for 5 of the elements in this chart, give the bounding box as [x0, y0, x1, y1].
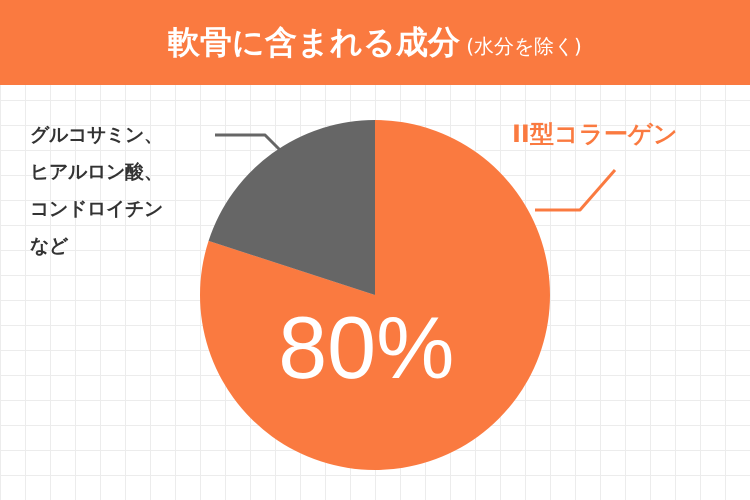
slice-label: II型コラーゲン [512, 119, 678, 150]
slice-label: グルコサミン、ヒアルロン酸、コンドロイチンなど [30, 123, 164, 259]
data-label: 80% [278, 298, 454, 397]
chart-title: 軟骨に含まれる成分 [168, 22, 460, 62]
chart-subtitle: (水分を除く) [466, 33, 582, 60]
